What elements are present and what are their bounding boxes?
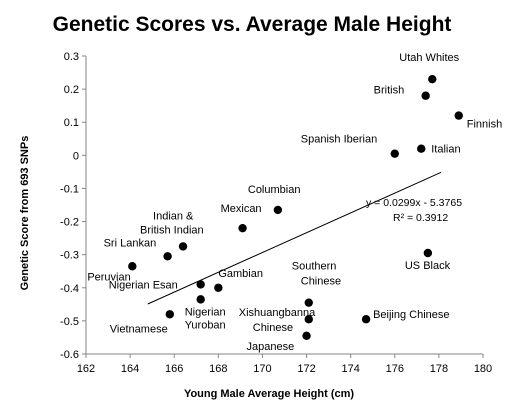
point-indian-british-indian — [178, 242, 188, 251]
y-tick-label: 0.1 — [64, 117, 79, 129]
label-italian: Italian — [431, 144, 460, 156]
chart-title: Genetic Scores vs. Average Male Height — [53, 13, 452, 36]
label-utah-whites: Utah Whites — [399, 52, 459, 64]
label-finnish: Finnish — [467, 119, 502, 131]
y-tick-label: 0.2 — [64, 84, 79, 96]
y-tick-labels: 0.3 0.2 0.1 0 -0.1 -0.2 -0.3 -0.4 -0.5 -0.6 — [60, 51, 79, 361]
label-xishuangbanna-chinese: Xishuangbanna Chinese — [239, 307, 316, 334]
point-british — [421, 91, 430, 100]
label-columbian: Columbian — [248, 184, 301, 196]
x-tick-label: 166 — [165, 363, 183, 375]
point-italian — [417, 144, 426, 153]
point-labels: Utah Whites British Finnish Spanish Iberian… — [87, 52, 502, 353]
y-tick-label: -0.4 — [60, 283, 79, 295]
y-axis-title: Genetic Score from 693 SNPs — [19, 136, 31, 291]
point-japanese — [302, 331, 311, 340]
x-tick-label: 176 — [386, 363, 404, 375]
label-vietnamese: Vietnamese — [110, 323, 168, 335]
point-finnish — [454, 111, 463, 120]
y-tick-label: -0.6 — [60, 349, 79, 361]
point-nigerian-yuroban — [196, 295, 205, 304]
point-southern-chinese — [304, 298, 313, 307]
x-tick-label: 180 — [474, 363, 492, 375]
y-tick-label: -0.5 — [60, 316, 79, 328]
label-southern-chinese: Southern Chinese — [292, 261, 341, 288]
point-sri-lankan — [163, 252, 172, 261]
axes — [82, 55, 484, 358]
x-tick-label: 170 — [253, 363, 271, 375]
y-tick-label: 0 — [73, 150, 79, 162]
label-sri-lankan: Sri Lankan — [104, 237, 157, 249]
data-points — [128, 74, 463, 340]
x-tick-label: 178 — [430, 363, 448, 375]
point-beijing-chinese — [361, 315, 371, 324]
label-beijing-chinese: Beijing Chinese — [373, 309, 449, 321]
label-peruvian: Peruvian — [87, 271, 130, 283]
point-gambian — [214, 283, 223, 292]
y-tick-label: -0.1 — [60, 183, 79, 195]
label-us-black: US Black — [405, 260, 451, 272]
point-utah-whites — [428, 74, 437, 84]
label-nigerian-esan: Nigerian Esan — [109, 279, 178, 291]
y-tick-label: 0.3 — [64, 51, 79, 63]
label-mexican: Mexican — [221, 203, 262, 215]
label-indian-british-indian: Indian & British Indian — [140, 210, 204, 236]
point-nigerian-esan — [196, 280, 205, 289]
x-axis-title: Young Male Average Height (cm) — [184, 388, 354, 400]
x-tick-label: 164 — [121, 363, 139, 375]
point-us-black — [423, 248, 433, 258]
x-tick-label: 174 — [341, 363, 359, 375]
trendline-equation: y = 0.0299x - 5.3765 — [366, 197, 462, 209]
point-xishuangbanna-chinese — [304, 315, 313, 324]
x-tick-labels: 162 164 166 168 170 172 174 176 178 180 — [77, 363, 492, 375]
label-spanish-iberian: Spanish Iberian — [301, 134, 377, 146]
x-tick-label: 168 — [209, 363, 227, 375]
r-squared-label: R² = 0.3912 — [393, 212, 448, 224]
x-tick-label: 162 — [77, 363, 95, 375]
y-tick-label: -0.2 — [60, 217, 79, 229]
y-tick-label: -0.3 — [60, 250, 79, 262]
point-vietnamese — [165, 310, 175, 319]
point-mexican — [238, 223, 247, 233]
label-japanese: Japanese — [247, 341, 295, 353]
label-gambian: Gambian — [218, 268, 263, 280]
trendline — [147, 171, 442, 305]
point-peruvian — [128, 262, 137, 271]
label-nigerian-yuroban: Nigerian Yuroban — [185, 306, 226, 331]
point-spanish-iberian — [390, 149, 399, 158]
x-tick-label: 172 — [297, 363, 315, 375]
point-columbian — [273, 205, 283, 215]
label-british: British — [374, 85, 405, 97]
